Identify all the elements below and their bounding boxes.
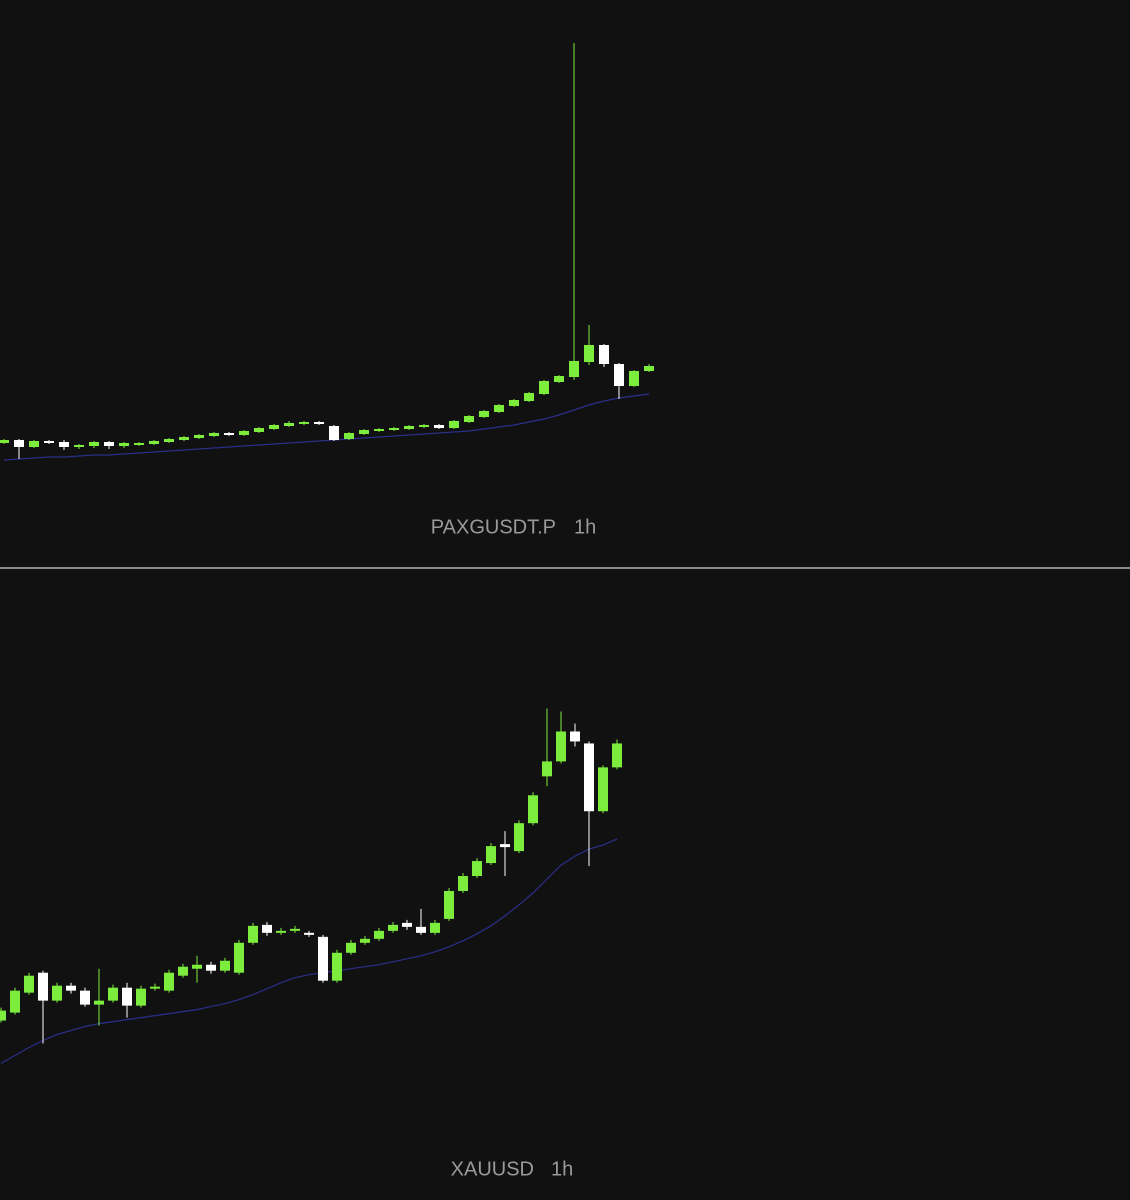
candle-body bbox=[318, 936, 328, 981]
candle-body bbox=[509, 400, 519, 406]
candle-body bbox=[389, 428, 399, 430]
candle-body bbox=[464, 416, 474, 422]
symbol-label: PAXGUSDT.P bbox=[431, 516, 556, 538]
candle-body bbox=[234, 942, 244, 973]
candle-body bbox=[10, 990, 20, 1013]
candle-body bbox=[644, 366, 654, 371]
candle-body bbox=[434, 425, 444, 428]
candle-body bbox=[29, 441, 39, 447]
candle-body bbox=[150, 986, 160, 989]
candle-body bbox=[44, 441, 54, 443]
candle-body bbox=[254, 428, 264, 432]
candle-body bbox=[360, 938, 370, 943]
candle-body bbox=[479, 411, 489, 417]
candle-body bbox=[0, 440, 9, 443]
candle-body bbox=[374, 930, 384, 939]
candle-body bbox=[80, 990, 90, 1005]
candle-body bbox=[299, 422, 309, 424]
candle-body bbox=[164, 972, 174, 991]
candle-body bbox=[149, 441, 159, 444]
candle-body bbox=[220, 960, 230, 971]
candle-body bbox=[66, 985, 76, 991]
candle-body bbox=[119, 443, 129, 446]
candle-body bbox=[262, 924, 272, 933]
candle-body bbox=[542, 761, 552, 777]
candle-body bbox=[554, 376, 564, 382]
candle-body bbox=[52, 985, 62, 1001]
candle-body bbox=[494, 405, 504, 412]
candle-body bbox=[388, 924, 398, 931]
candle-body bbox=[419, 425, 429, 427]
candle-body bbox=[122, 987, 132, 1006]
candle-body bbox=[269, 425, 279, 429]
symbol-label: XAUUSD bbox=[451, 1158, 534, 1180]
candle-body bbox=[194, 435, 204, 438]
candle-body bbox=[136, 988, 146, 1006]
candle-body bbox=[346, 942, 356, 953]
candle-body bbox=[332, 952, 342, 981]
candle-body bbox=[192, 964, 202, 969]
candle-body bbox=[89, 442, 99, 446]
candle-body bbox=[74, 445, 84, 447]
candle-body bbox=[458, 876, 468, 891]
candle-body bbox=[528, 795, 538, 824]
candle-body bbox=[539, 381, 549, 394]
candle-body bbox=[239, 431, 249, 435]
candle-body bbox=[444, 890, 454, 919]
candle-body bbox=[38, 972, 48, 1001]
candle-body bbox=[304, 932, 314, 935]
moving-average bbox=[0, 838, 618, 1064]
candle-body bbox=[359, 430, 369, 434]
candle-body bbox=[209, 433, 219, 436]
candle-body bbox=[598, 767, 608, 812]
candle-body bbox=[59, 442, 69, 447]
candle-body bbox=[402, 922, 412, 927]
candle-body bbox=[416, 926, 426, 933]
candle-body bbox=[134, 443, 144, 445]
candle-body bbox=[314, 422, 324, 424]
candle-body bbox=[276, 930, 286, 933]
candle-body bbox=[430, 922, 440, 933]
candle-body bbox=[178, 966, 188, 976]
candle-body bbox=[500, 844, 510, 848]
candle-body bbox=[584, 345, 594, 362]
candle-body bbox=[612, 743, 622, 768]
candle-body bbox=[206, 964, 216, 971]
candle-body bbox=[569, 361, 579, 377]
interval-label: 1h bbox=[551, 1158, 573, 1180]
candle-body bbox=[524, 393, 534, 401]
candle-body bbox=[570, 731, 580, 742]
candle-body bbox=[248, 925, 258, 943]
candle-body bbox=[94, 1000, 104, 1005]
candle-body bbox=[224, 433, 234, 435]
candle-body bbox=[449, 421, 459, 428]
interval-label: 1h bbox=[574, 516, 596, 538]
candle-body bbox=[329, 426, 339, 440]
candle-body bbox=[179, 437, 189, 440]
candle-body bbox=[584, 743, 594, 812]
moving-average bbox=[3, 393, 650, 461]
candle-body bbox=[599, 345, 609, 364]
candle-body bbox=[556, 731, 566, 762]
candle-body bbox=[290, 928, 300, 931]
candle-body bbox=[164, 439, 174, 442]
candle-body bbox=[629, 371, 639, 386]
candle-body bbox=[104, 442, 114, 446]
candle-body bbox=[486, 846, 496, 864]
candle-body bbox=[344, 433, 354, 439]
candle-body bbox=[284, 423, 294, 426]
candle-body bbox=[108, 987, 118, 1001]
candle-body bbox=[24, 975, 34, 993]
candle-body bbox=[374, 429, 384, 431]
candle-body bbox=[514, 823, 524, 852]
candle-body bbox=[472, 861, 482, 877]
candle-body bbox=[404, 426, 414, 429]
candle-body bbox=[0, 1010, 6, 1021]
candle-body bbox=[14, 440, 24, 447]
candle-body bbox=[614, 364, 624, 386]
